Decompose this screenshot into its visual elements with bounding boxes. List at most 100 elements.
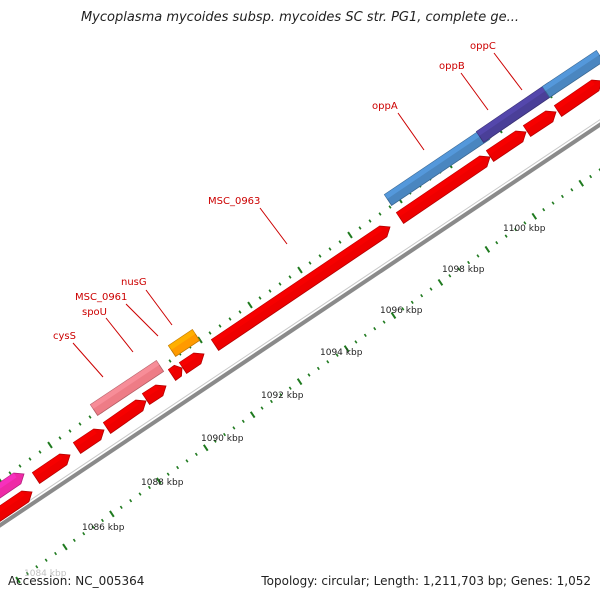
- gene-label: nusG: [121, 277, 147, 288]
- outer-tick: [28, 457, 32, 461]
- inner-tick: [44, 558, 48, 562]
- inner-tick: [401, 307, 405, 311]
- gene-block: [141, 384, 167, 405]
- inner-tick: [15, 576, 21, 584]
- callout-line: [259, 207, 288, 245]
- inner-tick: [213, 439, 217, 443]
- gene-highlight: [0, 491, 25, 513]
- outer-tick: [218, 324, 222, 328]
- inner-tick: [223, 432, 227, 437]
- gene-label: MSC_0963: [208, 196, 260, 207]
- gene-block: [72, 428, 105, 454]
- gene-highlight: [168, 367, 175, 374]
- scale-label: 1096 kbp: [380, 306, 423, 316]
- callout-line: [493, 52, 523, 91]
- topology-stats: Topology: circular; Length: 1,211,703 bp…: [261, 574, 591, 588]
- outer-tick: [328, 247, 332, 251]
- inner-tick: [504, 234, 508, 238]
- gene-block: [522, 110, 557, 137]
- gene-highlight: [211, 226, 383, 344]
- outer-tick: [168, 359, 172, 363]
- inner-tick: [589, 174, 593, 179]
- gene-callout: oppC: [470, 41, 523, 91]
- inner-tick: [241, 419, 245, 423]
- gene-highlight: [73, 429, 97, 447]
- inner-tick: [166, 472, 170, 476]
- gene-label: spoU: [82, 307, 107, 318]
- inner-tick: [484, 245, 491, 253]
- inner-tick: [326, 360, 330, 364]
- inner-tick: [185, 459, 189, 463]
- inner-tick: [373, 327, 377, 331]
- gene-highlight: [554, 80, 595, 110]
- gene-block: [89, 360, 165, 416]
- inner-tick: [109, 510, 115, 518]
- gene-highlight: [542, 50, 600, 91]
- inner-tick: [578, 179, 584, 187]
- inner-tick: [363, 333, 367, 338]
- inner-tick: [176, 465, 180, 470]
- inner-tick: [202, 444, 209, 452]
- inner-tick: [354, 340, 358, 344]
- inner-tick: [429, 287, 433, 291]
- genome-backbone: [0, 119, 600, 528]
- gene-body: [31, 453, 71, 484]
- inner-tick: [382, 320, 386, 324]
- outer-tick: [47, 441, 53, 449]
- inner-tick: [91, 525, 95, 529]
- scale-label-partial: 1084 kbp: [24, 569, 67, 579]
- inner-tick: [279, 393, 283, 397]
- callout-line: [397, 112, 425, 151]
- outer-tick: [68, 429, 72, 433]
- inner-tick: [194, 452, 198, 457]
- outer-tick: [288, 275, 292, 279]
- callout-line: [145, 289, 173, 326]
- inner-tick: [232, 426, 236, 430]
- gene-block: [31, 453, 71, 484]
- outer-tick: [8, 471, 12, 475]
- gene-block: [0, 490, 33, 522]
- gene-block: [167, 364, 183, 381]
- gene-highlight: [142, 385, 159, 398]
- outer-tick: [308, 261, 312, 265]
- inner-tick: [316, 366, 320, 371]
- gene-callout: MSC_0961: [75, 292, 159, 337]
- inner-tick: [100, 518, 104, 523]
- outer-tick: [88, 415, 92, 419]
- inner-tick: [495, 241, 499, 245]
- inner-tick: [156, 477, 162, 485]
- inner-tick: [62, 543, 68, 551]
- gene-callout: cysS: [53, 331, 104, 378]
- inner-tick: [260, 406, 264, 410]
- gene-body: [0, 490, 33, 522]
- inner-tick: [35, 565, 39, 569]
- inner-tick: [542, 207, 546, 212]
- outer-tick: [358, 226, 362, 230]
- backbone-highlight: [0, 119, 600, 521]
- gene-callout: nusG: [121, 277, 173, 326]
- gene-callout: oppB: [439, 61, 489, 111]
- gene-block: [102, 399, 147, 434]
- gene-body: [553, 79, 600, 117]
- inner-tick: [269, 399, 273, 404]
- inner-tick: [119, 505, 123, 509]
- outer-tick: [258, 296, 262, 300]
- map-title: Mycoplasma mycoides subsp. mycoides SC s…: [80, 10, 520, 25]
- gene-highlight: [103, 400, 139, 427]
- outer-tick: [228, 317, 232, 321]
- inner-tick: [72, 538, 76, 543]
- outer-tick: [238, 310, 242, 314]
- gene-label: MSC_0961: [75, 292, 127, 303]
- inner-tick: [54, 551, 58, 556]
- gene-highlight: [396, 156, 483, 217]
- callout-line: [460, 72, 489, 111]
- inner-tick: [514, 227, 518, 232]
- callout-line: [72, 342, 104, 378]
- backbone-line: [0, 122, 600, 528]
- inner-tick: [560, 194, 564, 199]
- gene-highlight: [476, 82, 552, 136]
- gene-body: [522, 110, 557, 137]
- inner-tick: [570, 188, 574, 192]
- inner-tick: [138, 492, 142, 496]
- outer-tick: [268, 289, 272, 293]
